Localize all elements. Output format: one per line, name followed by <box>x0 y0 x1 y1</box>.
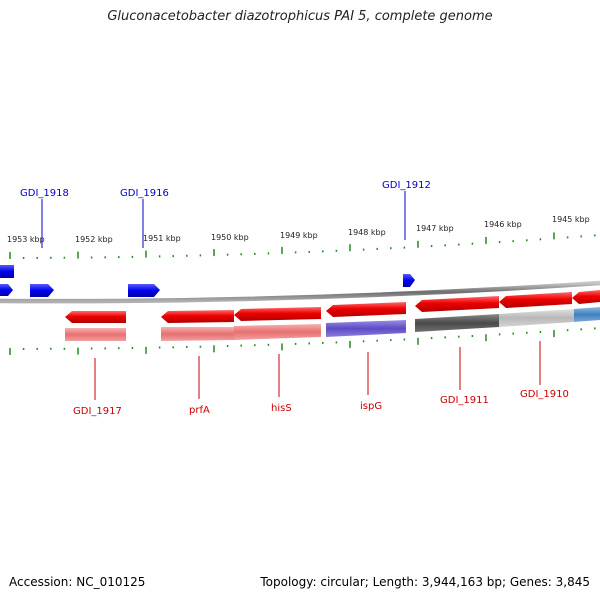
category-bar <box>574 307 600 322</box>
reverse-gene-arrow[interactable] <box>415 296 499 312</box>
function-category-bars <box>65 307 600 341</box>
reverse-gene-arrow[interactable] <box>161 310 234 323</box>
gene-label-GDI_1910[interactable]: GDI_1910 <box>520 389 569 400</box>
reverse-gene-labels: GDI_1917 prfA hisS ispG GDI_1911 GDI_191… <box>73 341 569 417</box>
reverse-strand-genes <box>65 290 600 323</box>
scale-label: 1948 kbp <box>348 228 386 237</box>
accession-text: Accession: NC_010125 <box>9 575 146 589</box>
scale-label: 1952 kbp <box>75 235 113 244</box>
category-bar <box>161 327 234 341</box>
gene-label-GDI_1918[interactable]: GDI_1918 <box>20 188 69 199</box>
scale-label: 1946 kbp <box>484 220 522 229</box>
scale-label: 1945 kbp <box>552 215 590 224</box>
gene-label-ispG[interactable]: ispG <box>360 401 382 412</box>
category-bar <box>499 309 574 327</box>
forward-gene-arrow[interactable] <box>30 284 54 297</box>
scale-label: 1947 kbp <box>416 224 454 233</box>
genome-backbone <box>0 280 600 304</box>
gene-label-GDI_1911[interactable]: GDI_1911 <box>440 395 489 406</box>
forward-strand-genes <box>0 265 415 297</box>
forward-gene-arrow[interactable] <box>0 265 14 278</box>
reverse-gene-arrow[interactable] <box>572 290 600 304</box>
category-bar <box>415 314 499 332</box>
category-bar <box>326 320 406 337</box>
forward-gene-labels: GDI_1918 GDI_1916 GDI_1912 <box>20 180 431 248</box>
reverse-gene-arrow[interactable] <box>499 292 572 308</box>
scale-ticks-bottom <box>9 327 596 355</box>
genome-title: Gluconacetobacter diazotrophicus PAI 5, … <box>107 9 493 24</box>
forward-gene-arrow[interactable] <box>128 284 160 297</box>
scale-ticks-top <box>9 232 596 259</box>
scale-labels: 1953 kbp 1952 kbp 1951 kbp 1950 kbp 1949… <box>7 215 590 244</box>
gene-label-GDI_1917[interactable]: GDI_1917 <box>73 406 122 417</box>
category-bar <box>234 324 321 340</box>
gene-label-GDI_1916[interactable]: GDI_1916 <box>120 188 169 199</box>
reverse-gene-arrow[interactable] <box>234 307 321 321</box>
gene-label-hisS[interactable]: hisS <box>271 403 292 414</box>
forward-gene-arrow[interactable] <box>403 274 415 287</box>
reverse-gene-arrow[interactable] <box>326 302 406 317</box>
reverse-gene-arrow[interactable] <box>65 311 126 323</box>
gene-label-prfA[interactable]: prfA <box>189 405 210 416</box>
genome-summary-text: Topology: circular; Length: 3,944,163 bp… <box>260 575 590 589</box>
scale-label: 1950 kbp <box>211 233 249 242</box>
scale-label: 1951 kbp <box>143 234 181 243</box>
gene-label-GDI_1912[interactable]: GDI_1912 <box>382 180 431 191</box>
forward-gene-arrow[interactable] <box>0 284 13 296</box>
scale-label: 1949 kbp <box>280 231 318 240</box>
category-bar <box>65 328 126 341</box>
scale-label: 1953 kbp <box>7 235 45 244</box>
